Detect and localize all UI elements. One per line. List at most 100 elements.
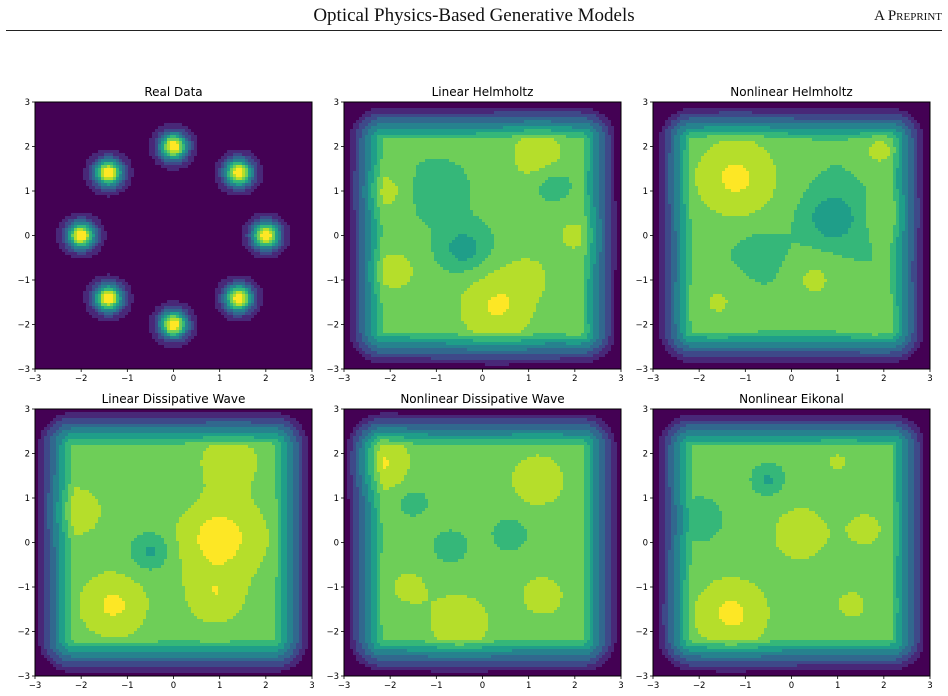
y-tick-label: 2 [643,143,648,153]
x-tick-label: −1 [739,374,752,384]
x-tick-label: 2 [263,374,268,384]
x-tick-label: −2 [384,374,397,384]
x-tick-label: −1 [430,374,443,384]
x-tick-label: −3 [647,681,660,691]
y-tick-label: 3 [643,405,648,415]
x-tick-label: −2 [75,374,88,384]
x-tick-label: 2 [881,681,886,691]
y-tick-label: −1 [326,583,339,593]
x-tick-label: 0 [789,681,794,691]
density-field [35,102,312,369]
x-tick-label: 3 [927,681,932,691]
y-tick-label: 1 [25,494,30,504]
x-tick-label: −3 [647,374,660,384]
subplot-panel: Nonlinear Helmholtz −3 −2 −1 0 1 2 3 −3 −2 −1 0 1 2 3 [635,85,932,384]
subplot-title: Nonlinear Dissipative Wave [400,392,564,406]
x-tick-label: 0 [480,374,485,384]
y-tick-label: −3 [326,672,339,682]
x-tick-label: 2 [263,681,268,691]
y-tick-label: 2 [334,143,339,153]
x-tick-label: 3 [618,374,623,384]
y-tick-label: −1 [17,276,30,286]
y-tick-label: 2 [334,450,339,460]
subplot-title: Real Data [144,85,202,99]
page-header: Optical Physics-Based Generative Models … [0,0,948,34]
y-tick-label: 2 [25,450,30,460]
x-tick-label: 3 [309,681,314,691]
y-tick-label: 3 [643,98,648,108]
y-tick-label: −2 [635,628,648,638]
subplot-panel: Nonlinear Eikonal −3 −2 −1 0 1 2 3 −3 −2 −1 0 1 2 3 [635,392,932,691]
density-field [653,409,930,676]
x-tick-label: 3 [309,374,314,384]
y-tick-label: 1 [25,187,30,197]
x-tick-label: 3 [618,681,623,691]
y-tick-label: −2 [635,321,648,331]
y-tick-label: −3 [635,672,648,682]
x-tick-label: 3 [927,374,932,384]
density-field [344,409,621,676]
x-tick-label: −3 [338,681,351,691]
y-tick-label: −3 [17,365,30,375]
x-tick-label: 1 [526,374,531,384]
x-tick-label: 0 [789,374,794,384]
x-tick-label: −2 [693,681,706,691]
y-tick-label: 3 [25,98,30,108]
x-tick-label: 2 [572,374,577,384]
y-tick-label: 1 [334,187,339,197]
y-tick-label: 1 [643,494,648,504]
y-tick-label: 3 [334,405,339,415]
y-tick-label: 3 [25,405,30,415]
y-tick-label: −2 [17,321,30,331]
y-tick-label: 3 [334,98,339,108]
x-tick-label: −1 [121,374,134,384]
subplot-panel: Linear Helmholtz −3 −2 −1 0 1 2 3 −3 −2 −1 0 1 2 3 [326,85,623,384]
x-tick-label: 0 [171,681,176,691]
header-rule [6,30,942,31]
y-tick-label: −2 [326,628,339,638]
x-tick-label: 1 [217,681,222,691]
y-tick-label: −1 [326,276,339,286]
x-tick-label: −1 [430,681,443,691]
subplot-panel: Nonlinear Dissipative Wave −3 −2 −1 0 1 2 3 −3 −2… [326,392,623,691]
y-tick-label: 1 [643,187,648,197]
x-tick-label: −3 [29,681,42,691]
y-tick-label: −3 [17,672,30,682]
x-tick-label: 1 [526,681,531,691]
x-tick-label: −3 [338,374,351,384]
x-tick-label: 1 [217,374,222,384]
y-tick-label: −1 [635,276,648,286]
x-tick-label: −1 [121,681,134,691]
x-tick-label: 0 [480,681,485,691]
density-field [653,102,930,369]
x-tick-label: −3 [29,374,42,384]
y-tick-label: −3 [635,365,648,375]
y-tick-label: 0 [334,539,339,549]
x-tick-label: 0 [171,374,176,384]
y-tick-label: 0 [643,232,648,242]
y-tick-label: −1 [17,583,30,593]
subplot-title: Nonlinear Eikonal [739,392,844,406]
y-tick-label: 2 [643,450,648,460]
subplot-title: Linear Dissipative Wave [102,392,246,406]
y-tick-label: 1 [334,494,339,504]
subplot-title: Linear Helmholtz [432,85,534,99]
x-tick-label: 1 [835,374,840,384]
y-tick-label: −1 [635,583,648,593]
running-head: A Preprint [874,8,942,25]
density-field [35,409,312,676]
x-tick-label: −2 [384,681,397,691]
y-tick-label: 0 [643,539,648,549]
y-tick-label: 0 [25,232,30,242]
y-tick-label: 0 [334,232,339,242]
y-tick-label: −3 [326,365,339,375]
x-tick-label: −2 [693,374,706,384]
x-tick-label: −1 [739,681,752,691]
x-tick-label: 2 [572,681,577,691]
paper-title: Optical Physics-Based Generative Models [0,5,948,27]
x-tick-label: −2 [75,681,88,691]
x-tick-label: 1 [835,681,840,691]
density-field [344,102,621,369]
y-tick-label: −2 [326,321,339,331]
